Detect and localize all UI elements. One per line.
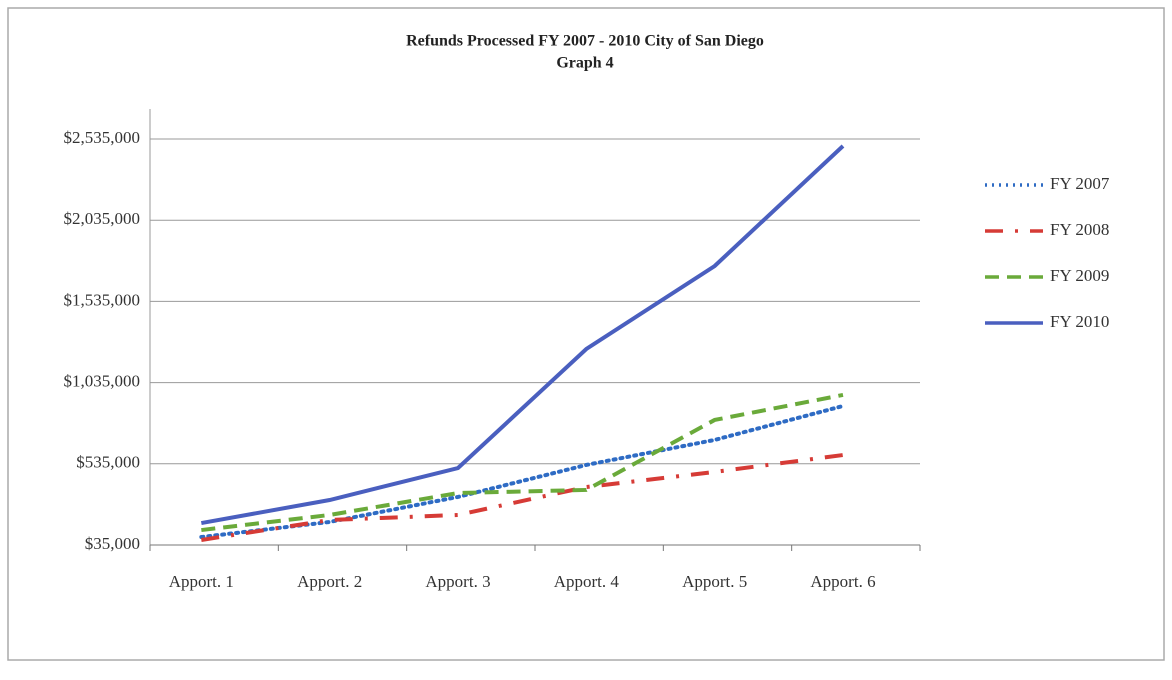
y-tick-label: $2,035,000 xyxy=(64,209,141,228)
chart-title: Refunds Processed FY 2007 - 2010 City of… xyxy=(406,33,764,50)
series-line xyxy=(201,392,844,533)
series-line xyxy=(201,453,844,542)
series-line xyxy=(199,403,845,540)
x-tick-label: Apport. 1 xyxy=(169,572,234,591)
x-tick-label: Apport. 4 xyxy=(554,572,620,591)
x-tick-label: Apport. 6 xyxy=(810,572,875,591)
legend-label: FY 2009 xyxy=(1050,266,1109,285)
legend-label: FY 2008 xyxy=(1050,220,1109,239)
y-tick-label: $1,035,000 xyxy=(64,372,141,391)
x-tick-label: Apport. 5 xyxy=(682,572,747,591)
y-tick-label: $535,000 xyxy=(76,453,140,472)
series-line xyxy=(200,144,845,526)
chart-subtitle: Graph 4 xyxy=(556,55,613,72)
chart-border xyxy=(7,7,1165,661)
legend-label: FY 2007 xyxy=(1050,174,1110,193)
y-tick-label: $1,535,000 xyxy=(64,290,141,309)
legend-label: FY 2010 xyxy=(1050,312,1109,331)
y-tick-label: $2,535,000 xyxy=(64,128,141,147)
x-tick-label: Apport. 2 xyxy=(297,572,362,591)
x-tick-label: Apport. 3 xyxy=(425,572,490,591)
y-tick-label: $35,000 xyxy=(85,534,140,553)
